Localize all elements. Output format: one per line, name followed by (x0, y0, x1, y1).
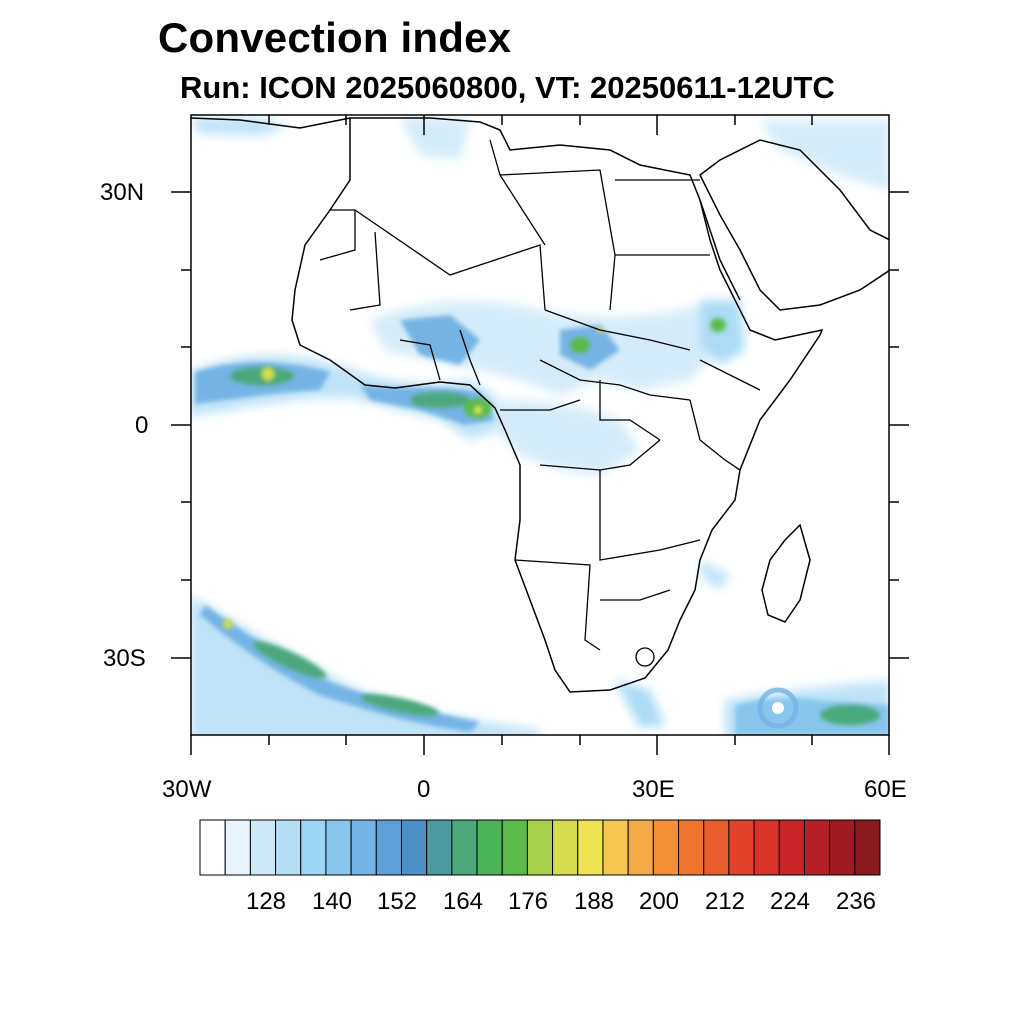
country-borders (319, 139, 761, 667)
tick-marks (171, 115, 909, 755)
red-sea (699, 199, 741, 301)
arabia-coastline (699, 139, 889, 311)
lon-label-30e: 30E (632, 776, 675, 803)
colorbar-swatch (854, 819, 881, 876)
colorbar-swatch (678, 819, 705, 876)
colorbar-swatch (829, 819, 856, 876)
colorbar-swatch (275, 819, 302, 876)
central-africa-convection (495, 400, 640, 475)
yellow-core-cameroon (474, 406, 482, 414)
chart-subtitle: Run: ICON 2025060800, VT: 20250611-12UTC (180, 70, 835, 105)
green-core-gulf (410, 392, 470, 408)
colorbar-swatch (803, 819, 831, 876)
lat-label-0: 0 (135, 412, 149, 439)
mediterranean-europe (191, 117, 351, 129)
colorbar-swatch (526, 819, 554, 876)
africa-coastline (291, 117, 824, 693)
colorbar-swatch (728, 819, 755, 876)
colorbar-swatch (703, 819, 730, 876)
mozambique-band (700, 560, 730, 590)
yellow-core-southern (223, 619, 233, 629)
colorbar-label: 176 (507, 888, 549, 915)
colorbar-label: 224 (769, 888, 811, 915)
convection-field (191, 118, 889, 735)
colorbar-swatch (577, 819, 604, 876)
colorbar-label: 164 (442, 888, 484, 915)
colorbar-swatch (400, 819, 428, 876)
chart-title: Convection index (158, 14, 512, 61)
colorbar-swatch (652, 819, 680, 876)
colorbar-label: 212 (704, 888, 746, 915)
green-core-southern (253, 641, 327, 679)
colorbar-swatch (451, 819, 478, 876)
ethiopian-highlands (700, 300, 745, 365)
green-core-sahel (570, 337, 590, 353)
colorbar-label: 188 (573, 888, 615, 915)
yellow-core-guinea (261, 367, 275, 381)
lon-label-0: 0 (417, 776, 431, 803)
colorbar-label: 200 (638, 888, 680, 915)
colorbar-swatch (199, 819, 226, 876)
green-core-ethiopia (710, 318, 726, 332)
north-mediterranean-band (191, 118, 290, 136)
colorbar-label: 152 (376, 888, 418, 915)
lat-label-30n: 30N (100, 179, 145, 206)
colorbar-swatch (778, 819, 805, 876)
lon-label-30w: 30W (162, 776, 212, 803)
colorbar-swatch (602, 819, 629, 876)
colorbar-swatch (325, 819, 352, 876)
north-east-band (760, 120, 889, 190)
colorbar-swatch (501, 819, 528, 876)
colorbar-label: 140 (311, 888, 353, 915)
colorbar-swatch (426, 819, 453, 876)
lon-label-60e: 60E (864, 776, 907, 803)
colorbar-swatch (476, 819, 503, 876)
cyclone-ring (757, 687, 799, 729)
colorbar-swatch (300, 819, 327, 876)
colorbar-swatch (249, 819, 277, 876)
colorbar-label: 236 (835, 888, 877, 915)
cyclone-eye (772, 702, 784, 714)
colorbar (199, 819, 881, 876)
colorbar-swatch (627, 819, 654, 876)
colorbar-swatch (552, 819, 579, 876)
colorbar-swatch (224, 819, 251, 876)
colorbar-swatch (350, 819, 377, 876)
lat-label-30s: 30S (103, 645, 146, 672)
south-africa-east-band (615, 680, 665, 728)
green-core-indian (820, 705, 880, 725)
colorbar-swatch (753, 819, 780, 876)
green-core-southern-2 (360, 694, 440, 716)
colorbar-swatch (375, 819, 402, 876)
colorbar-label: 128 (245, 888, 287, 915)
southern-ocean-band (191, 595, 540, 735)
coastlines (191, 117, 889, 693)
madagascar-coastline (761, 523, 811, 623)
north-mediterranean-band-2 (400, 118, 470, 160)
